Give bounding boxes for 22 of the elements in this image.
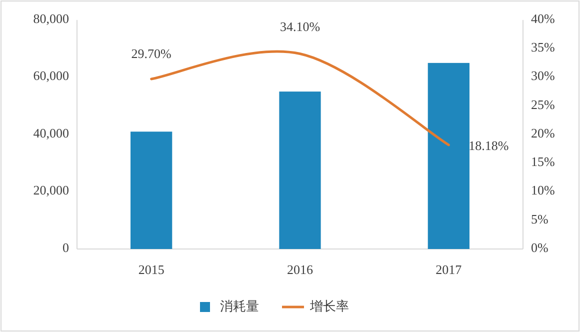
y2tick: 25% [531,96,555,112]
data-label: 18.18% [468,138,509,153]
data-label: 29.70% [131,46,172,61]
y2tick: 35% [531,40,555,55]
xtick: 2015 [138,262,164,277]
ytick: 0 [62,240,69,255]
ytick: 20,000 [33,182,69,198]
y2tick: 30% [531,68,555,84]
y2tick: 40% [531,10,555,26]
ytick: 40,000 [33,125,69,140]
ytick: 60,000 [33,68,69,84]
legend-label: 增长率 [310,300,349,315]
y2tick: 5% [531,211,548,226]
y2tick: 0% [531,240,548,255]
xtick: 2017 [436,262,462,277]
legend-label: 消耗量 [220,300,259,315]
ytick: 80,000 [33,10,69,26]
data-label: 34.10% [280,18,320,34]
xtick: 2016 [287,262,313,277]
y2tick: 15% [531,154,555,170]
y2tick: 20% [531,125,555,140]
y2tick: 10% [531,182,555,198]
